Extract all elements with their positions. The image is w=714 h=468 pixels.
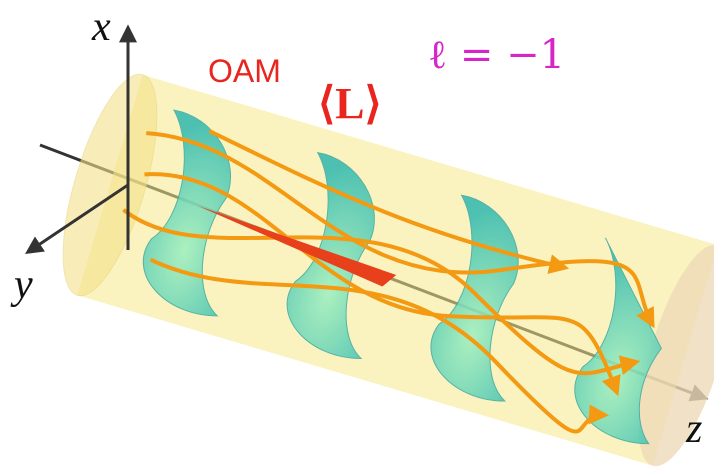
- x-label: x: [91, 4, 111, 50]
- z-label: z: [685, 406, 702, 452]
- oam-label: OAM: [208, 53, 281, 89]
- l-label: ⟨L⟩: [318, 79, 382, 128]
- charge-label: ℓ = −1: [428, 32, 565, 78]
- y-label: y: [10, 262, 33, 308]
- oam-diagram: x y z OAM ⟨L⟩ ℓ = −1: [0, 0, 714, 468]
